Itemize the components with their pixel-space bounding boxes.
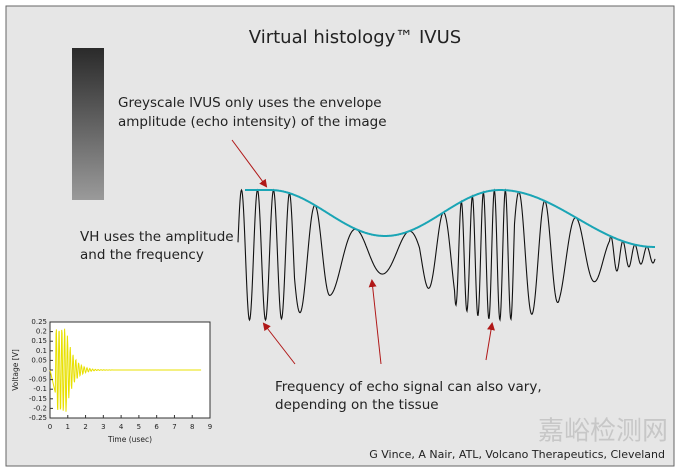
- inset-chart: Voltage [V] Time (usec) 0.25 0.20.15 0.10.…: [11, 318, 212, 444]
- y-tick-label: 0.15: [31, 337, 47, 345]
- x-tick-label: 5: [137, 423, 141, 431]
- x-tick-label: 6: [154, 423, 159, 431]
- note: amplitude (echo intensity) of the image: [118, 114, 387, 130]
- echo-signal: [237, 188, 656, 322]
- note: Frequency of echo signal can also vary,: [275, 379, 542, 395]
- arrows: [231, 139, 495, 365]
- x-tick-label: 3: [101, 423, 105, 431]
- y-tick-label: 0: [43, 366, 47, 374]
- x-tick-label: 4: [119, 423, 124, 431]
- x-tick-label: 9: [208, 423, 212, 431]
- y-tick-label: 0.05: [31, 356, 47, 364]
- title: Virtual histology™ IVUS: [249, 27, 461, 48]
- y-tick-label: -0.05: [29, 376, 47, 384]
- x-label: Time (usec): [107, 435, 152, 444]
- watermark: 嘉峪检测网: [538, 417, 668, 447]
- x-tick-label: 7: [172, 423, 176, 431]
- envelope: [245, 189, 655, 248]
- y-tick-label: 0.1: [36, 347, 47, 355]
- note: and the frequency: [80, 247, 204, 263]
- x-tick-label: 1: [66, 423, 70, 431]
- x-tick-label: 8: [190, 423, 194, 431]
- y-tick-label: -0.15: [29, 395, 47, 403]
- note: VH uses the amplitude: [80, 229, 234, 245]
- x-tick-label: 0: [48, 423, 52, 431]
- note: Greyscale IVUS only uses the envelope: [118, 95, 382, 111]
- greyscale-bar: [72, 48, 104, 200]
- y-tick-label: 0.2: [36, 328, 47, 336]
- y-tick-label: -0.2: [33, 404, 47, 412]
- x-tick-label: 2: [83, 423, 87, 431]
- y-tick-label: 0.25: [31, 318, 47, 326]
- y-tick-label: -0.25: [29, 414, 47, 422]
- credit: G Vince, A Nair, ATL, Volcano Therapeuti…: [369, 448, 665, 461]
- y-tick-label: -0.1: [33, 385, 47, 393]
- note: depending on the tissue: [275, 397, 439, 413]
- inset-signal: [49, 328, 202, 412]
- y-label: Voltage [V]: [11, 349, 20, 391]
